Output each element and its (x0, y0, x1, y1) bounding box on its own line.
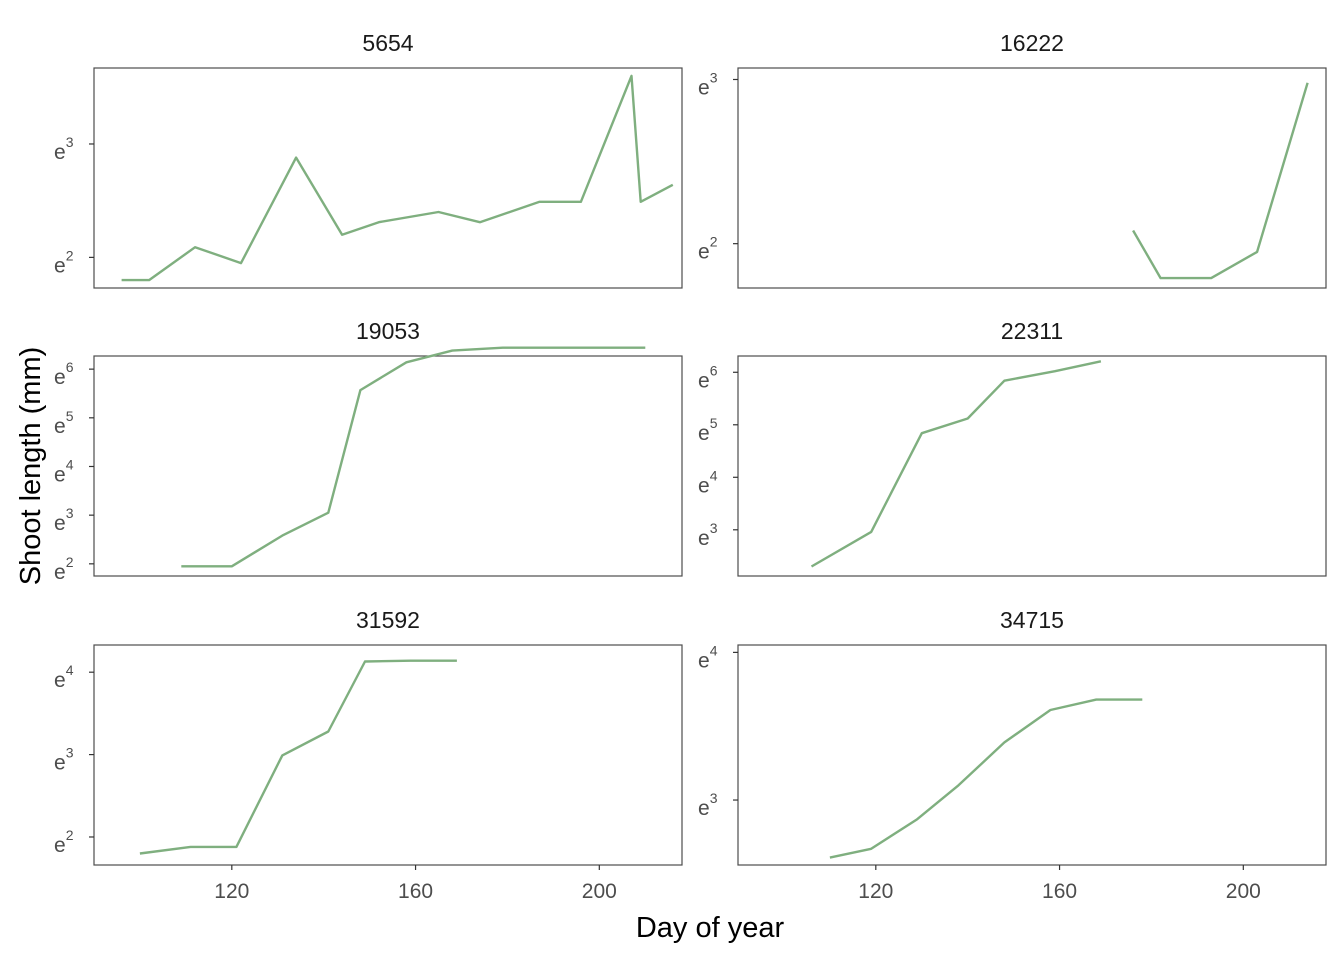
y-tick-label: e6 (54, 359, 74, 389)
panel-title: 31592 (356, 607, 420, 633)
y-tick-label: e4 (54, 456, 74, 486)
y-tick-label: e6 (698, 362, 718, 392)
y-tick-label: e3 (54, 134, 74, 164)
y-tick-label: e5 (54, 408, 74, 438)
panel-title: 34715 (1000, 607, 1064, 633)
y-tick-label: e3 (54, 505, 74, 535)
y-tick-label: e4 (698, 642, 718, 672)
panel-border (93, 67, 683, 289)
y-tick-label: e5 (698, 415, 718, 445)
x-tick-label: 160 (1042, 880, 1077, 903)
x-tick-label: 200 (1226, 880, 1261, 903)
y-axis-title: Shoot length (mm) (15, 347, 47, 586)
series-line (810, 360, 1102, 568)
panel-5654: 5654 e2 e3 (54, 30, 683, 289)
series-line (121, 74, 674, 282)
panel-19053: 19053 e2 e3 e4 e5 e6 (54, 318, 683, 584)
x-tick-label: 120 (858, 880, 893, 903)
series-line (1132, 82, 1309, 280)
y-tick-label: e3 (54, 745, 74, 775)
panel-border (93, 644, 683, 866)
panel-22311: 22311 e3 e4 e5 e6 (698, 318, 1327, 577)
y-tick-label: e3 (698, 790, 718, 820)
panel-title: 16222 (1000, 30, 1064, 56)
y-tick-label: e3 (698, 69, 718, 99)
y-tick-label: e2 (54, 554, 74, 584)
panel-border (93, 355, 683, 577)
x-axis-title: Day of year (636, 912, 785, 944)
panel-31592: 31592 e2 e3 e4 120 160 200 (54, 607, 683, 903)
series-line (139, 659, 457, 855)
panel-title: 19053 (356, 318, 420, 344)
x-tick-label: 200 (582, 880, 617, 903)
y-tick-label: e2 (698, 234, 718, 264)
series-line (829, 698, 1143, 859)
panel-34715: 34715 e3 e4 120 160 200 (698, 607, 1327, 903)
x-tick-label: 120 (214, 880, 249, 903)
panel-border (737, 67, 1327, 289)
panel-title: 22311 (1001, 318, 1063, 344)
panel-border (737, 355, 1327, 577)
y-tick-label: e4 (698, 467, 718, 497)
panel-border (737, 644, 1327, 866)
x-tick-label: 160 (398, 880, 433, 903)
y-tick-label: e2 (54, 827, 74, 857)
panel-16222: 16222 e2 e3 (698, 30, 1327, 289)
y-tick-label: e3 (698, 520, 718, 550)
y-tick-label: e4 (54, 662, 74, 692)
panel-title: 5654 (362, 30, 413, 56)
y-tick-label: e2 (54, 247, 74, 277)
series-line (181, 346, 646, 568)
chart-panels: 5654 e2 e3 16222 e2 e3 19053 e2 e3 e4 e5 e6 22311 e3 e… (54, 30, 1327, 903)
